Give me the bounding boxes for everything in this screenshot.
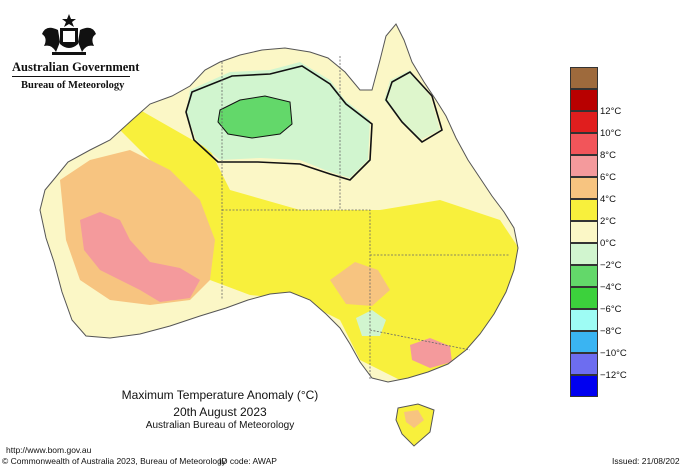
state-borders <box>221 56 510 380</box>
copyright-text: © Commonwealth of Australia 2023, Bureau… <box>2 456 227 466</box>
government-title: Australian Government <box>12 60 140 74</box>
website-link[interactable]: http://www.bom.gov.au <box>6 445 92 455</box>
legend-swatch <box>570 243 598 265</box>
header-divider <box>12 76 130 77</box>
legend-label: 4°C <box>600 194 616 205</box>
map-source: Australian Bureau of Meteorology <box>145 420 295 431</box>
map-date: 20th August 2023 <box>173 405 267 419</box>
legend-swatch <box>570 111 598 133</box>
legend-swatch <box>570 177 598 199</box>
coat-of-arms-logo <box>42 14 96 55</box>
id-code: ID code: AWAP <box>219 456 277 466</box>
legend-label: −12°C <box>600 370 627 381</box>
legend-label: −10°C <box>600 348 627 359</box>
legend-swatch <box>570 331 598 353</box>
legend-swatch <box>570 221 598 243</box>
legend-label: −2°C <box>600 260 622 271</box>
map-title: Maximum Temperature Anomaly (°C) <box>121 388 319 402</box>
coastline <box>39 23 519 383</box>
legend-swatch <box>570 199 598 221</box>
legend-swatch <box>570 353 598 375</box>
legend-swatch <box>570 133 598 155</box>
legend-label: 10°C <box>600 128 622 139</box>
bureau-title: Bureau of Meteorology <box>21 80 125 91</box>
legend-swatch <box>570 155 598 177</box>
legend-swatch <box>570 287 598 309</box>
legend-label: 12°C <box>600 106 622 117</box>
legend-swatch <box>570 309 598 331</box>
legend-swatch <box>570 375 598 397</box>
legend-swatch <box>570 67 598 89</box>
legend-label: −4°C <box>600 282 622 293</box>
legend-label: −8°C <box>600 326 622 337</box>
legend-label: −6°C <box>600 304 622 315</box>
legend-label: 8°C <box>600 150 616 161</box>
legend-swatch <box>570 89 598 111</box>
legend-swatch <box>570 265 598 287</box>
legend-label: 2°C <box>600 216 616 227</box>
issued-date: Issued: 21/08/2023 <box>612 456 680 466</box>
contour-lines <box>185 65 443 181</box>
legend-label: 6°C <box>600 172 616 183</box>
legend-label: 0°C <box>600 238 616 249</box>
